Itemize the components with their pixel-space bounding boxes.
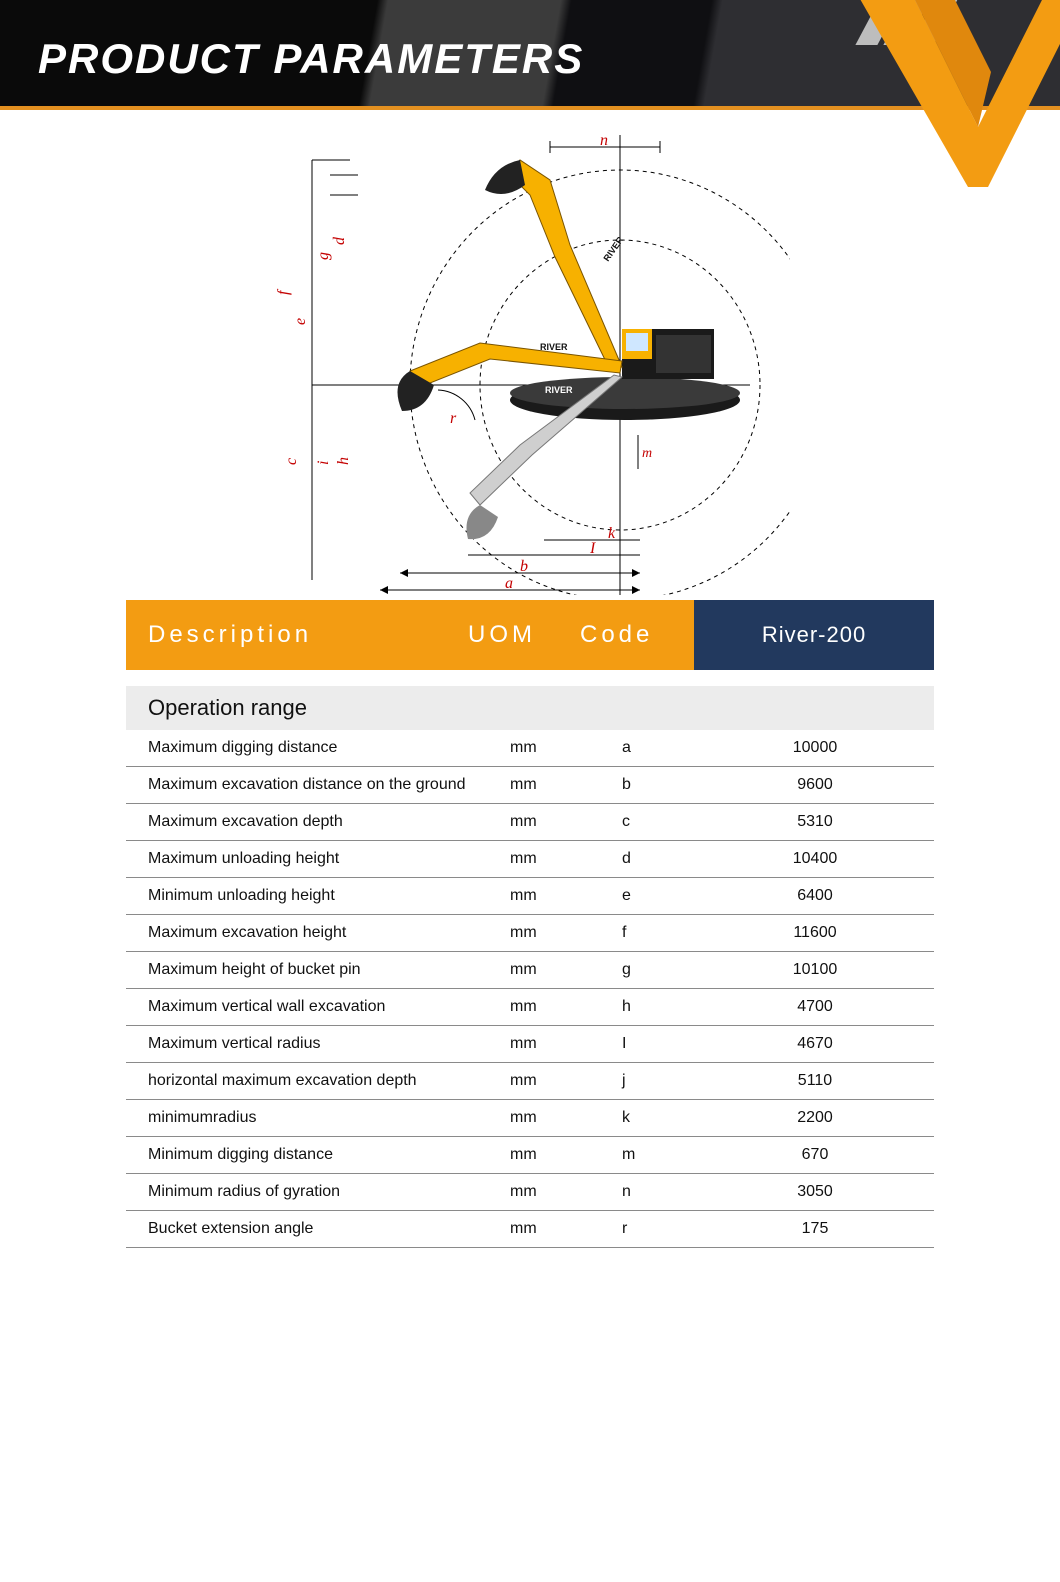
cell-value: 10400	[756, 850, 934, 868]
table-row: Minimum digging distancemmm670	[126, 1137, 934, 1174]
svg-text:h: h	[335, 457, 352, 465]
col-header-code: Code	[580, 621, 694, 649]
cell-code: j	[622, 1072, 756, 1090]
cell-value: 6400	[756, 887, 934, 905]
table-row: Maximum vertical wall excavationmmh4700	[126, 989, 934, 1026]
svg-text:I: I	[589, 540, 596, 557]
col-header-uom: UOM	[468, 621, 580, 649]
cell-code: k	[622, 1109, 756, 1127]
cell-description: minimumradius	[148, 1109, 510, 1127]
col-header-description: Description	[148, 621, 468, 649]
cell-description: Maximum unloading height	[148, 850, 510, 868]
cell-value: 11600	[756, 924, 934, 942]
table-row: Minimum unloading heightmme6400	[126, 878, 934, 915]
dimension-diagram: RIVER RIVER RIVER f e g d c i h	[0, 110, 1060, 600]
table-row: Maximum excavation heightmmf11600	[126, 915, 934, 952]
table-row: Maximum unloading heightmmd10400	[126, 841, 934, 878]
cell-uom: mm	[510, 887, 622, 905]
cell-uom: mm	[510, 813, 622, 831]
cell-code: a	[622, 739, 756, 757]
cell-code: m	[622, 1146, 756, 1164]
parameters-table: Description UOM Code River-200 Operation…	[126, 600, 934, 1248]
section-title: Operation range	[126, 686, 934, 730]
cell-description: Minimum radius of gyration	[148, 1183, 510, 1201]
svg-text:n: n	[600, 135, 608, 149]
cell-description: Maximum excavation height	[148, 924, 510, 942]
cell-description: Maximum digging distance	[148, 739, 510, 757]
cell-uom: mm	[510, 739, 622, 757]
cell-code: d	[622, 850, 756, 868]
cell-code: r	[622, 1220, 756, 1238]
table-row: Maximum vertical radiusmmI4670	[126, 1026, 934, 1063]
table-header-orange: Description UOM Code	[126, 600, 694, 670]
cell-description: horizontal maximum excavation depth	[148, 1072, 510, 1090]
cell-value: 2200	[756, 1109, 934, 1127]
table-row: minimumradiusmmk2200	[126, 1100, 934, 1137]
cell-value: 10100	[756, 961, 934, 979]
svg-text:b: b	[520, 558, 528, 575]
page-title: PRODUCT PARAMETERS	[38, 35, 584, 83]
svg-text:e: e	[292, 318, 309, 325]
cell-value: 4700	[756, 998, 934, 1016]
cell-value: 5310	[756, 813, 934, 831]
cell-code: f	[622, 924, 756, 942]
cell-value: 9600	[756, 776, 934, 794]
svg-text:a: a	[505, 575, 513, 592]
svg-text:r: r	[450, 410, 457, 427]
svg-text:g: g	[315, 252, 332, 260]
cell-uom: mm	[510, 1109, 622, 1127]
cell-description: Minimum digging distance	[148, 1146, 510, 1164]
col-header-model: River-200	[694, 600, 934, 670]
cell-uom: mm	[510, 961, 622, 979]
cell-value: 5110	[756, 1072, 934, 1090]
table-row: Bucket extension anglemmr175	[126, 1211, 934, 1248]
cell-uom: mm	[510, 924, 622, 942]
svg-text:RIVER: RIVER	[545, 385, 573, 395]
cell-value: 4670	[756, 1035, 934, 1053]
cell-description: Minimum unloading height	[148, 887, 510, 905]
cell-value: 10000	[756, 739, 934, 757]
table-row: Maximum digging distancemma10000	[126, 730, 934, 767]
cell-description: Bucket extension angle	[148, 1220, 510, 1238]
cell-code: c	[622, 813, 756, 831]
svg-text:f: f	[275, 288, 292, 295]
svg-text:d: d	[331, 236, 348, 245]
cell-code: n	[622, 1183, 756, 1201]
cell-code: b	[622, 776, 756, 794]
svg-text:m: m	[642, 446, 652, 461]
cell-value: 670	[756, 1146, 934, 1164]
cell-description: Maximum height of bucket pin	[148, 961, 510, 979]
cell-uom: mm	[510, 1220, 622, 1238]
svg-text:k: k	[608, 525, 616, 542]
cell-uom: mm	[510, 1183, 622, 1201]
svg-text:RIVER: RIVER	[540, 342, 568, 352]
cell-code: g	[622, 961, 756, 979]
cell-description: Maximum excavation depth	[148, 813, 510, 831]
header-banner: PRODUCT PARAMETERS	[0, 0, 1060, 110]
cell-code: I	[622, 1035, 756, 1053]
table-row: Maximum height of bucket pinmmg10100	[126, 952, 934, 989]
table-header-row: Description UOM Code River-200	[126, 600, 934, 670]
cell-uom: mm	[510, 1072, 622, 1090]
cell-value: 3050	[756, 1183, 934, 1201]
svg-text:c: c	[283, 458, 300, 465]
cell-uom: mm	[510, 850, 622, 868]
cell-uom: mm	[510, 776, 622, 794]
cell-code: e	[622, 887, 756, 905]
svg-text:i: i	[315, 461, 332, 465]
cell-description: Maximum vertical wall excavation	[148, 998, 510, 1016]
table-row: Minimum radius of gyrationmmn3050	[126, 1174, 934, 1211]
cell-uom: mm	[510, 1146, 622, 1164]
cell-value: 175	[756, 1220, 934, 1238]
cell-description: Maximum vertical radius	[148, 1035, 510, 1053]
svg-text:RIVER: RIVER	[601, 234, 625, 263]
cell-uom: mm	[510, 998, 622, 1016]
cell-uom: mm	[510, 1035, 622, 1053]
cell-description: Maximum excavation distance on the groun…	[148, 776, 510, 794]
table-row: Maximum excavation distance on the groun…	[126, 767, 934, 804]
table-row: Maximum excavation depthmmc5310	[126, 804, 934, 841]
cell-code: h	[622, 998, 756, 1016]
table-row: horizontal maximum excavation depthmmj51…	[126, 1063, 934, 1100]
